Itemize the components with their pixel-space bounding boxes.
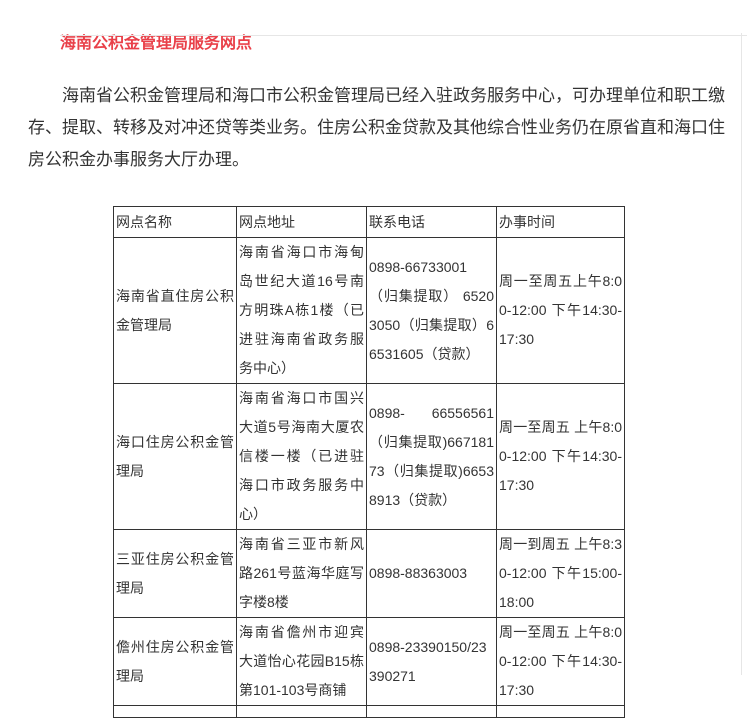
page-title: 海南公积金管理局服务网点 <box>60 35 253 52</box>
top-border-line <box>60 35 747 36</box>
table-header-row: 网点名称 网点地址 联系电话 办事时间 <box>113 206 625 238</box>
branch-hours-cell: 周一至周五上午8:00-12:00 下午14:30-17:30 <box>496 237 625 384</box>
page: { "page": { "title": "海南公积金管理局服务网点", "ac… <box>0 33 747 718</box>
column-header-branch-name: 网点名称 <box>113 206 237 238</box>
column-header-hours: 办事时间 <box>496 206 625 238</box>
branch-phone-cell <box>366 705 497 718</box>
intro-paragraph: 海南省公积金管理局和海口市公积金管理局已经入驻政务服务中心，可办理单位和职工缴存… <box>28 86 725 169</box>
branch-table: 网点名称 网点地址 联系电话 办事时间 海南省直住房公积金管理局 海南省海口市海… <box>113 206 625 718</box>
branch-phone-cell: 0898- 66556561 （归集提取)66718173（归集提取)66538… <box>366 383 497 530</box>
table-row-cutoff <box>113 705 625 718</box>
branch-name-cell: 三亚住房公积金管理局 <box>113 529 237 618</box>
branch-address-cell: 海南省儋州市迎宾大道怡心花园B15栋第101-103号商铺 <box>236 617 367 706</box>
branch-hours-cell: 周一至周五 上午8:00-12:00 下午14:30-17:30 <box>496 383 625 530</box>
branch-phone-cell: 0898-88363003 <box>366 529 497 618</box>
branch-hours-cell: 周一到周五 上午8:30-12:00 下午15:00-18:00 <box>496 529 625 618</box>
branch-phone-cell: 0898-23390150/23390271 <box>366 617 497 706</box>
table-row: 海南省直住房公积金管理局 海南省海口市海甸岛世纪大道16号南方明珠A栋1楼（已进… <box>113 237 625 384</box>
table-row: 三亚住房公积金管理局 海南省三亚市新风路261号蓝海华庭写字楼8楼 0898-8… <box>113 529 625 618</box>
branch-name-cell: 儋州住房公积金管理局 <box>113 617 237 706</box>
right-border-line <box>741 33 742 675</box>
branch-name-cell: 海南省直住房公积金管理局 <box>113 237 237 384</box>
table-row: 海口住房公积金管理局 海南省海口市国兴大道5号海南大厦农信楼一楼（已进驻海口市政… <box>113 383 625 530</box>
column-header-address: 网点地址 <box>236 206 367 238</box>
branch-address-cell: 海南省三亚市新风路261号蓝海华庭写字楼8楼 <box>236 529 367 618</box>
branch-address-cell: 海南省海口市国兴大道5号海南大厦农信楼一楼（已进驻海口市政务服务中心） <box>236 383 367 530</box>
branch-phone-cell: 0898-66733001（归集提取） 65203050（归集提取）665316… <box>366 237 497 384</box>
table-row: 儋州住房公积金管理局 海南省儋州市迎宾大道怡心花园B15栋第101-103号商铺… <box>113 617 625 706</box>
branch-hours-cell <box>496 705 625 718</box>
column-header-phone: 联系电话 <box>366 206 497 238</box>
branch-hours-cell: 周一至周五 上午8:00-12:00 下午14:30-17:30 <box>496 617 625 706</box>
branch-address-cell <box>236 705 367 718</box>
branch-name-cell: 海口住房公积金管理局 <box>113 383 237 530</box>
branch-name-cell <box>113 705 237 718</box>
branch-address-cell: 海南省海口市海甸岛世纪大道16号南方明珠A栋1楼（已进驻海南省政务服务中心） <box>236 237 367 384</box>
